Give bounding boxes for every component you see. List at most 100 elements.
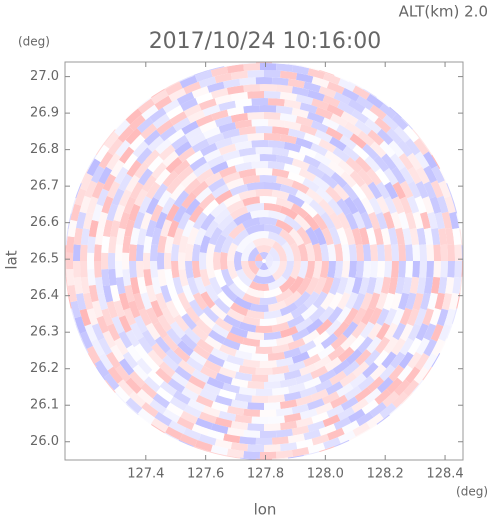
echo-cell [187, 277, 200, 296]
echo-cell [264, 381, 281, 389]
echo-cell [252, 238, 276, 248]
echo-cell [255, 367, 273, 376]
echo-cell [211, 109, 229, 121]
echo-cell [184, 306, 201, 324]
echo-cell [355, 349, 372, 366]
echo-cell [183, 404, 202, 419]
echo-cell [361, 399, 379, 415]
echo-cell [166, 176, 182, 194]
x-tick-label: 128.0 [307, 467, 344, 482]
echo-cell [310, 365, 328, 380]
echo-cell [98, 166, 113, 185]
echo-cell [226, 199, 245, 214]
echo-cell [383, 211, 395, 230]
echo-cell [327, 160, 345, 177]
echo-cell [180, 410, 198, 425]
echo-cell [313, 227, 327, 246]
echo-cell [156, 252, 165, 270]
echo-cell [141, 104, 159, 120]
echo-cell [327, 345, 345, 362]
echo-cell [341, 87, 360, 102]
echo-cell [214, 395, 233, 407]
echo-cell [118, 211, 130, 230]
echo-cell [379, 402, 397, 419]
echo-cell [169, 183, 186, 201]
echo-cell [242, 293, 261, 305]
echo-cell [287, 360, 306, 373]
echo-cell [279, 205, 299, 220]
echo-cell [114, 385, 131, 403]
echo-cell [373, 276, 384, 295]
echo-cell [333, 416, 352, 431]
echo-cell [206, 132, 225, 146]
echo-cell [345, 348, 363, 365]
echo-cell [169, 111, 188, 126]
echo-cell [205, 261, 216, 279]
echo-cell [307, 398, 325, 411]
echo-cell [283, 290, 302, 307]
echo-cell [125, 329, 140, 348]
echo-cell [315, 318, 333, 336]
echo-cell [189, 350, 207, 366]
echo-cell [314, 129, 333, 143]
y-tick-label: 26.4 [30, 288, 59, 303]
echo-cell [195, 186, 213, 204]
echo-cell [157, 189, 172, 208]
echo-cell [141, 329, 157, 348]
echo-cell [84, 180, 98, 199]
echo-cell [93, 244, 102, 261]
echo-cell [111, 188, 125, 206]
echo-cell [275, 407, 293, 417]
echo-cell [226, 427, 245, 437]
echo-cell [352, 292, 366, 311]
echo-cell [247, 111, 264, 120]
echo-cell [315, 107, 334, 120]
echo-cell [423, 151, 438, 169]
echo-cell [305, 242, 316, 261]
echo-cell [414, 353, 430, 371]
echo-cell [222, 128, 240, 140]
echo-cell [235, 235, 253, 254]
echo-cell [226, 64, 244, 74]
echo-cell [199, 268, 211, 287]
x-tick-label: 127.4 [127, 467, 164, 482]
echo-cell [243, 429, 260, 438]
echo-cell [202, 104, 221, 117]
echo-cell [434, 292, 445, 310]
echo-cell [97, 292, 108, 311]
echo-cell [123, 196, 137, 215]
echo-cell [241, 261, 256, 281]
echo-cell [264, 444, 281, 453]
echo-cell [214, 72, 232, 84]
echo-cell [336, 124, 354, 140]
echo-cell [307, 420, 325, 433]
echo-cell [349, 170, 366, 188]
echo-cell [272, 386, 290, 396]
echo-cell [227, 106, 245, 117]
echo-cell [259, 296, 278, 306]
echo-cell [307, 442, 326, 454]
echo-cell [398, 244, 406, 261]
echo-cell [215, 372, 233, 385]
echo-cell [192, 211, 208, 230]
echo-cell [169, 321, 186, 339]
echo-cell [242, 337, 260, 347]
echo-cell [373, 155, 390, 173]
echo-cell [249, 280, 270, 291]
echo-cell [247, 261, 260, 275]
echo-cell [409, 276, 420, 294]
echo-cell [177, 340, 194, 357]
echo-cell [115, 276, 126, 295]
echo-cell [194, 276, 207, 295]
echo-cell [337, 292, 351, 310]
echo-cell [167, 219, 180, 238]
echo-cell [298, 168, 317, 182]
echo-cell [376, 322, 391, 341]
echo-cell [259, 339, 277, 348]
echo-cell [171, 243, 180, 261]
echo-cell [79, 244, 88, 261]
echo-cell [230, 399, 249, 410]
echo-cell [91, 203, 104, 222]
echo-cell [315, 402, 334, 415]
